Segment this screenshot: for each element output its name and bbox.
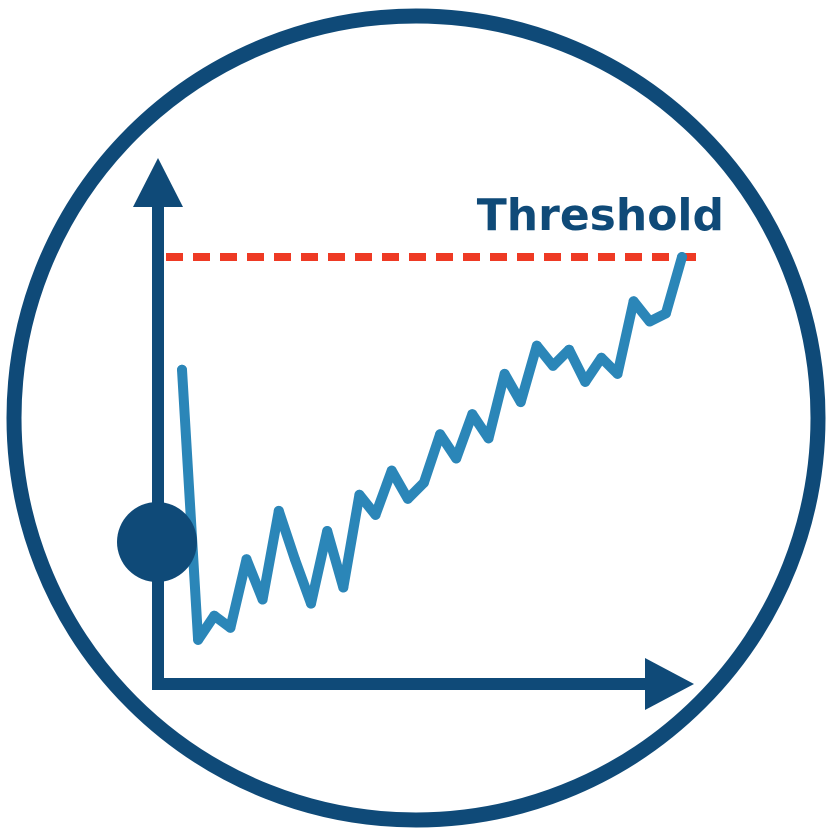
series-point (306, 598, 316, 609)
series-point (354, 489, 365, 500)
series-point (322, 526, 333, 536)
series-point (338, 582, 349, 593)
series-point (515, 397, 526, 408)
series-point (177, 364, 187, 375)
series-point (241, 554, 252, 565)
series-point (677, 252, 687, 262)
series-point (612, 368, 623, 379)
series-point (257, 594, 268, 605)
series-point (209, 610, 220, 621)
series-point (499, 368, 510, 379)
series-point (580, 376, 591, 387)
series-point (418, 477, 429, 488)
start-marker (117, 502, 197, 582)
series-point (386, 465, 397, 476)
series-point (548, 360, 558, 371)
series-points (177, 252, 687, 645)
threshold-label: Threshold (477, 190, 724, 241)
circular-frame (6, 8, 826, 828)
series-point (564, 344, 575, 355)
series-point (402, 493, 413, 504)
x-axis-arrowhead (645, 658, 694, 710)
series-point (644, 316, 655, 327)
series-point (628, 296, 639, 307)
series-point (435, 429, 446, 440)
series-point (660, 308, 671, 319)
series-point (370, 509, 381, 520)
series-point (289, 554, 300, 565)
series-point (193, 634, 204, 645)
series-point (451, 453, 462, 464)
series-point (467, 409, 478, 420)
series-point (596, 352, 607, 363)
series-point (273, 505, 284, 516)
y-axis-arrowhead (133, 158, 183, 207)
series-point (225, 622, 236, 633)
series-point (483, 433, 494, 444)
series-point (531, 340, 542, 351)
